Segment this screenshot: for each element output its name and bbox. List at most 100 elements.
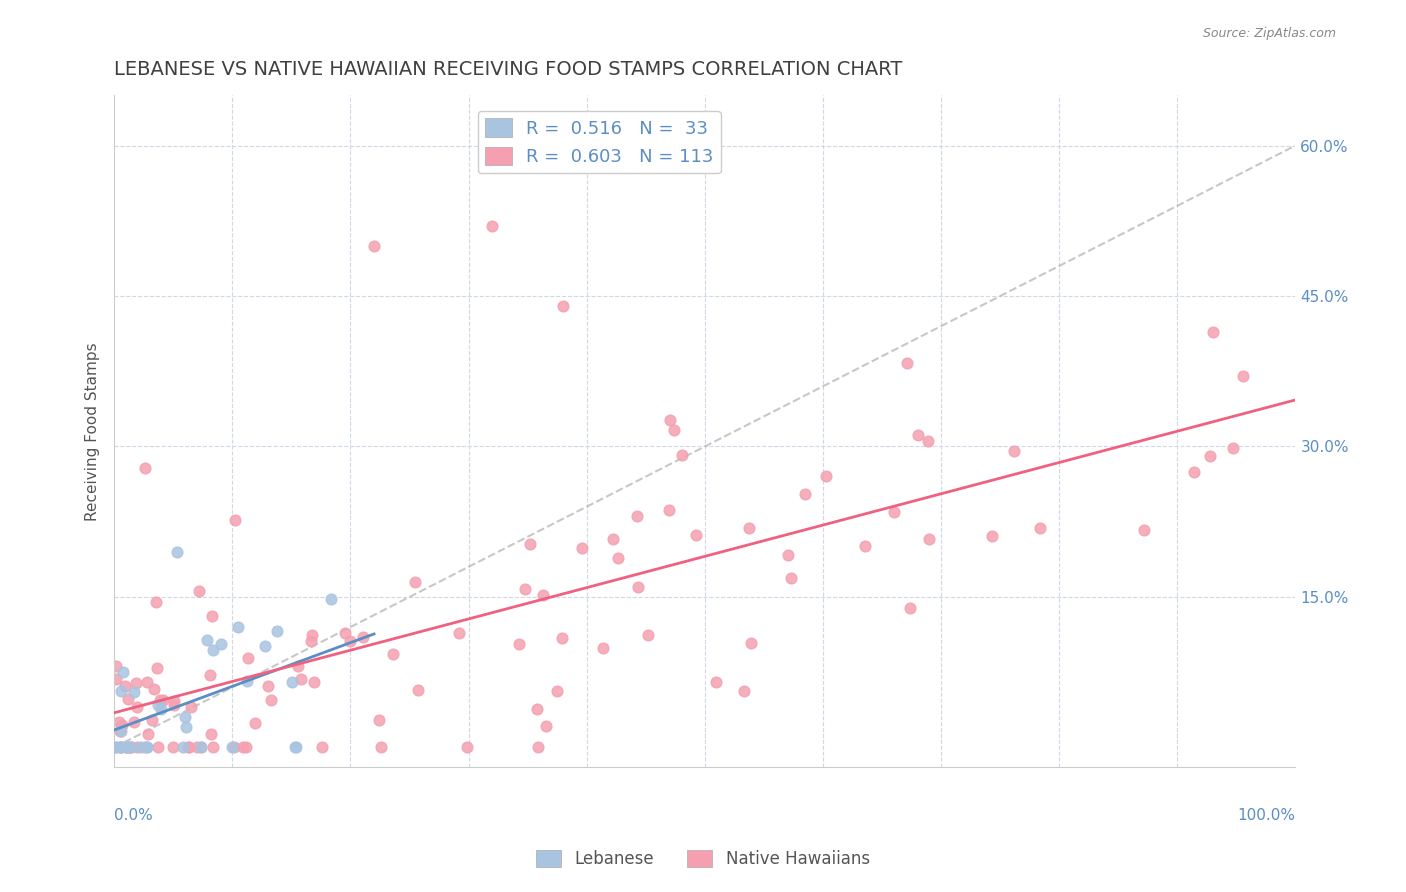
Point [200, 668, 222, 682]
Point [115, 740, 138, 755]
Point [814, 468, 837, 483]
Point [149, 702, 172, 716]
Point [907, 427, 929, 442]
Point [135, 739, 157, 754]
Point [201, 609, 224, 624]
Point [551, 299, 574, 313]
Point [853, 539, 876, 553]
Point [301, 628, 323, 642]
Point [177, 740, 200, 755]
Point [287, 658, 309, 673]
Point [740, 635, 762, 649]
Point [110, 740, 132, 755]
Point [266, 624, 288, 638]
Point [187, 584, 209, 599]
Point [104, 740, 127, 755]
Point [571, 541, 593, 555]
Point [108, 740, 131, 755]
Point [146, 740, 169, 755]
Point [370, 740, 392, 755]
Point [408, 683, 430, 698]
Point [333, 626, 356, 640]
Point [232, 740, 254, 755]
Point [363, 239, 385, 253]
Point [143, 682, 166, 697]
Point [1222, 441, 1244, 455]
Point [1202, 325, 1225, 339]
Point [311, 740, 333, 755]
Point [738, 520, 761, 534]
Point [152, 692, 174, 706]
Point [339, 634, 361, 648]
Point [551, 631, 574, 645]
Point [125, 676, 148, 690]
Point [285, 740, 308, 755]
Point [526, 740, 548, 755]
Point [793, 487, 815, 501]
Point [127, 740, 149, 755]
Point [404, 574, 426, 589]
Y-axis label: Receiving Food Stamps: Receiving Food Stamps [86, 343, 100, 521]
Point [190, 740, 212, 755]
Point [135, 740, 157, 755]
Point [108, 723, 131, 738]
Point [136, 727, 159, 741]
Point [896, 356, 918, 370]
Point [671, 448, 693, 462]
Text: LEBANESE VS NATIVE HAWAIIAN RECEIVING FOOD STAMPS CORRELATION CHART: LEBANESE VS NATIVE HAWAIIAN RECEIVING FO… [114, 60, 903, 78]
Point [176, 719, 198, 733]
Point [664, 423, 686, 437]
Point [134, 460, 156, 475]
Point [166, 545, 188, 559]
Point [659, 413, 682, 427]
Point [104, 658, 127, 673]
Point [546, 684, 568, 698]
Point [1182, 466, 1205, 480]
Point [110, 724, 132, 739]
Point [145, 595, 167, 609]
Point [122, 685, 145, 699]
Point [221, 740, 243, 755]
Point [607, 550, 630, 565]
Point [180, 699, 202, 714]
Point [120, 740, 142, 755]
Point [124, 714, 146, 729]
Point [481, 219, 503, 233]
Point [110, 684, 132, 698]
Point [456, 740, 478, 755]
Point [120, 740, 142, 755]
Point [257, 679, 280, 693]
Point [186, 740, 208, 755]
Point [172, 740, 194, 755]
Point [235, 740, 257, 755]
Point [197, 633, 219, 648]
Point [110, 740, 132, 755]
Point [190, 740, 212, 755]
Point [1002, 444, 1025, 458]
Point [626, 508, 648, 523]
Point [108, 714, 131, 729]
Point [1232, 369, 1254, 384]
Point [1133, 523, 1156, 537]
Point [534, 719, 557, 733]
Point [981, 529, 1004, 543]
Point [883, 505, 905, 519]
Point [526, 702, 548, 716]
Text: 100.0%: 100.0% [1237, 807, 1295, 822]
Point [281, 674, 304, 689]
Point [685, 528, 707, 542]
Point [1199, 449, 1222, 463]
Point [515, 582, 537, 596]
Point [136, 675, 159, 690]
Point [162, 740, 184, 755]
Point [733, 684, 755, 698]
Point [898, 600, 921, 615]
Point [592, 640, 614, 655]
Point [658, 503, 681, 517]
Point [200, 727, 222, 741]
Point [115, 740, 138, 755]
Point [236, 674, 259, 689]
Point [519, 537, 541, 551]
Point [1029, 521, 1052, 535]
Point [704, 674, 727, 689]
